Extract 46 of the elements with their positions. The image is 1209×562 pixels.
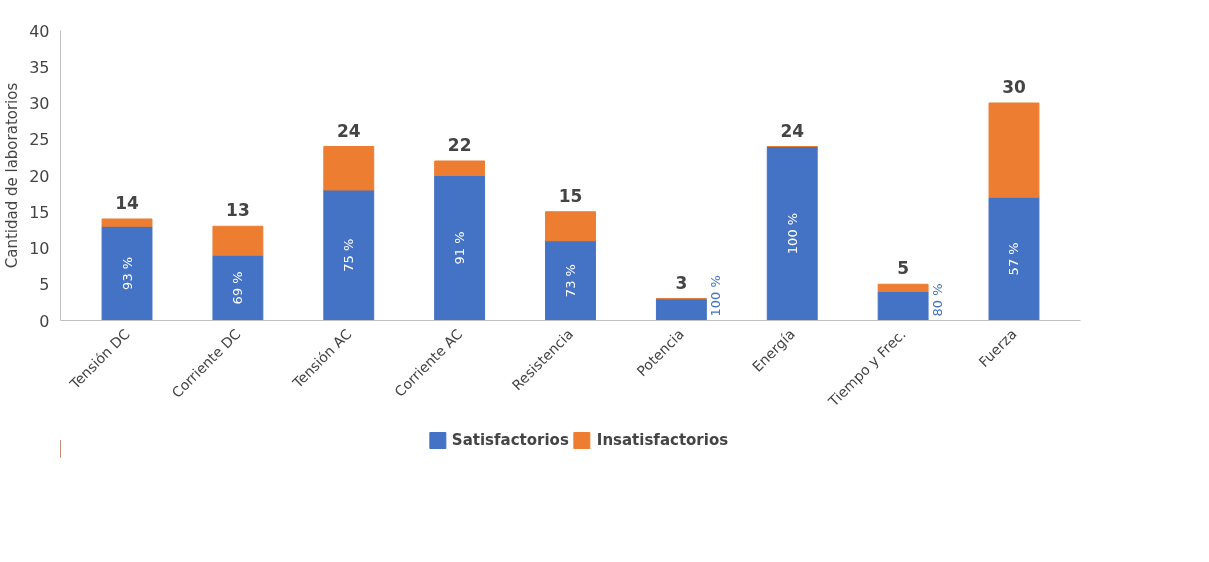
total-label: 13 [226, 200, 250, 221]
annotation: 100 % [784, 212, 800, 255]
bar [101, 225, 153, 321]
annotation: 91 % [452, 231, 468, 265]
y-tick-label: 25 [29, 130, 50, 150]
y-tick-label: 30 [29, 94, 50, 113]
total-label: 24 [780, 120, 805, 141]
bar [766, 146, 818, 321]
total-label: 5 [897, 258, 910, 279]
total-label: 3 [675, 272, 688, 293]
total-label: 15 [558, 185, 583, 206]
bar [877, 283, 929, 292]
bar [988, 102, 1040, 198]
annotation: 80 % [929, 283, 945, 317]
y-tick-label: 15 [29, 202, 50, 222]
bar [655, 298, 707, 321]
bar [988, 196, 1040, 321]
bar [434, 175, 486, 321]
bar [877, 291, 929, 321]
y-tick-label: 35 [29, 57, 50, 77]
total-label: 30 [1002, 77, 1026, 97]
y-tick-label: 0 [39, 311, 50, 331]
annotation: 75 % [341, 238, 357, 272]
annotation: 73 % [563, 264, 578, 298]
y-axis-title: Cantidad de laboratorios [3, 82, 22, 269]
y-tick-label: 10 [29, 239, 50, 258]
y-tick-label: 5 [39, 275, 50, 295]
total-label: 22 [447, 135, 472, 155]
annotation: 57 % [1006, 242, 1022, 276]
legend-label: Insatisfactorios [596, 431, 729, 449]
bar [545, 240, 596, 321]
legend-label: Satisfactorios [451, 431, 569, 449]
bar [323, 146, 375, 191]
y-tick-label: 40 [29, 21, 50, 41]
bar [212, 225, 264, 256]
bar [323, 189, 375, 321]
y-tick-label: 20 [29, 166, 50, 186]
bar [101, 218, 153, 227]
annotation: 100 % [707, 275, 723, 317]
bar [212, 254, 264, 321]
bar [434, 160, 486, 176]
annotation: 69 % [230, 271, 246, 305]
bar [545, 211, 596, 242]
total-label: 24 [336, 120, 361, 141]
total-label: 14 [115, 193, 140, 213]
annotation: 93 % [119, 256, 135, 290]
